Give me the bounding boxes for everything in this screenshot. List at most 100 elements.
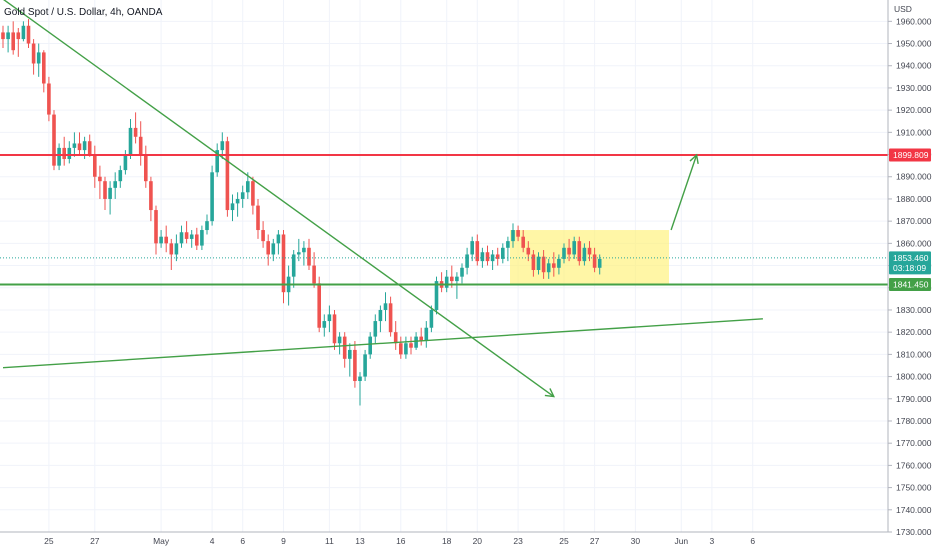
breakout-projection <box>670 154 698 231</box>
candle <box>485 245 490 266</box>
candle <box>460 263 464 284</box>
candle-body <box>470 241 474 255</box>
price-tick-label: 1740.000 <box>896 505 932 515</box>
candle <box>251 176 255 215</box>
candle <box>501 243 505 264</box>
candle-body <box>276 234 281 244</box>
candle-body <box>103 181 107 199</box>
candle-body <box>444 276 449 288</box>
candle <box>429 305 434 333</box>
candle <box>215 143 219 177</box>
candle <box>490 250 495 270</box>
candle <box>230 194 235 222</box>
candle-body <box>450 276 454 282</box>
candle <box>587 241 592 262</box>
time-tick-label: 23 <box>513 536 523 546</box>
candle <box>363 349 367 382</box>
candle <box>276 230 281 255</box>
candle-body <box>184 232 189 239</box>
time-tick-label: 30 <box>631 536 641 546</box>
candle <box>144 145 148 188</box>
price-tick-label: 1750.000 <box>896 483 932 493</box>
candle <box>373 314 378 344</box>
candle-body <box>399 343 403 355</box>
candle <box>552 252 556 277</box>
candle-body <box>154 210 158 244</box>
time-tick-label: 27 <box>90 536 100 546</box>
candle-body <box>592 254 597 268</box>
price-tick-label: 1780.000 <box>896 416 932 426</box>
candle-body <box>307 247 311 266</box>
candle-body <box>113 181 117 188</box>
candle <box>108 181 112 215</box>
candle-body <box>455 276 459 282</box>
candle <box>42 50 46 93</box>
price-tick-label: 1880.000 <box>896 194 932 204</box>
candle-body <box>225 141 230 211</box>
candle-body <box>57 147 61 166</box>
candle <box>546 258 551 279</box>
candle <box>424 321 429 348</box>
candle-body <box>87 141 92 155</box>
candle <box>67 141 72 164</box>
candle <box>516 225 520 242</box>
candle-body <box>108 187 112 199</box>
candle-body <box>526 247 531 255</box>
candle-body <box>72 143 77 148</box>
candle <box>531 250 536 277</box>
resistance-price-badge-bg <box>889 148 931 162</box>
candle-body <box>1 32 5 40</box>
price-tick-label: 1790.000 <box>896 394 932 404</box>
price-tick-label: 1810.000 <box>896 349 932 359</box>
candle <box>189 230 194 248</box>
candle-body <box>511 230 515 242</box>
candle <box>103 176 107 211</box>
candle <box>511 223 515 248</box>
candle-body <box>348 349 352 359</box>
candle-body <box>460 267 464 277</box>
price-tick-label: 1870.000 <box>896 216 932 226</box>
candle-body <box>6 32 10 40</box>
candle-body <box>353 349 357 382</box>
price-tick-label: 1940.000 <box>896 61 932 71</box>
candle-body <box>195 234 199 246</box>
price-tick-label: 1820.000 <box>896 327 932 337</box>
candle-body <box>31 43 36 64</box>
currency-label: USD <box>894 4 912 14</box>
candle-body <box>552 263 556 268</box>
candle <box>393 321 398 350</box>
candle-body <box>302 247 306 253</box>
time-tick-label: 25 <box>559 536 569 546</box>
candle <box>11 21 15 55</box>
candle-body <box>47 83 51 115</box>
candle-body <box>220 141 225 151</box>
candle <box>582 243 587 266</box>
candle <box>297 238 301 262</box>
candle <box>480 247 485 268</box>
candle-body <box>230 203 235 211</box>
candle <box>57 143 61 171</box>
candle-body <box>133 127 138 137</box>
candle-body <box>21 25 26 40</box>
candle-body <box>378 309 383 322</box>
candle-body <box>281 234 286 293</box>
candle <box>307 238 311 270</box>
candle-body <box>419 336 423 342</box>
candle-body <box>205 221 209 231</box>
price-tick-label: 1860.000 <box>896 238 932 248</box>
candle-body <box>261 230 265 242</box>
candle <box>205 214 209 235</box>
price-tick-label: 1890.000 <box>896 172 932 182</box>
time-tick-label: 6 <box>240 536 245 546</box>
candle-body <box>179 232 184 244</box>
time-tick-label: 20 <box>473 536 483 546</box>
candle-body <box>424 327 429 342</box>
support-price-badge-bg <box>889 278 931 292</box>
candle <box>597 254 602 275</box>
candle <box>133 112 138 144</box>
candle-body <box>506 241 510 248</box>
candle <box>562 243 566 264</box>
grid <box>0 0 888 533</box>
